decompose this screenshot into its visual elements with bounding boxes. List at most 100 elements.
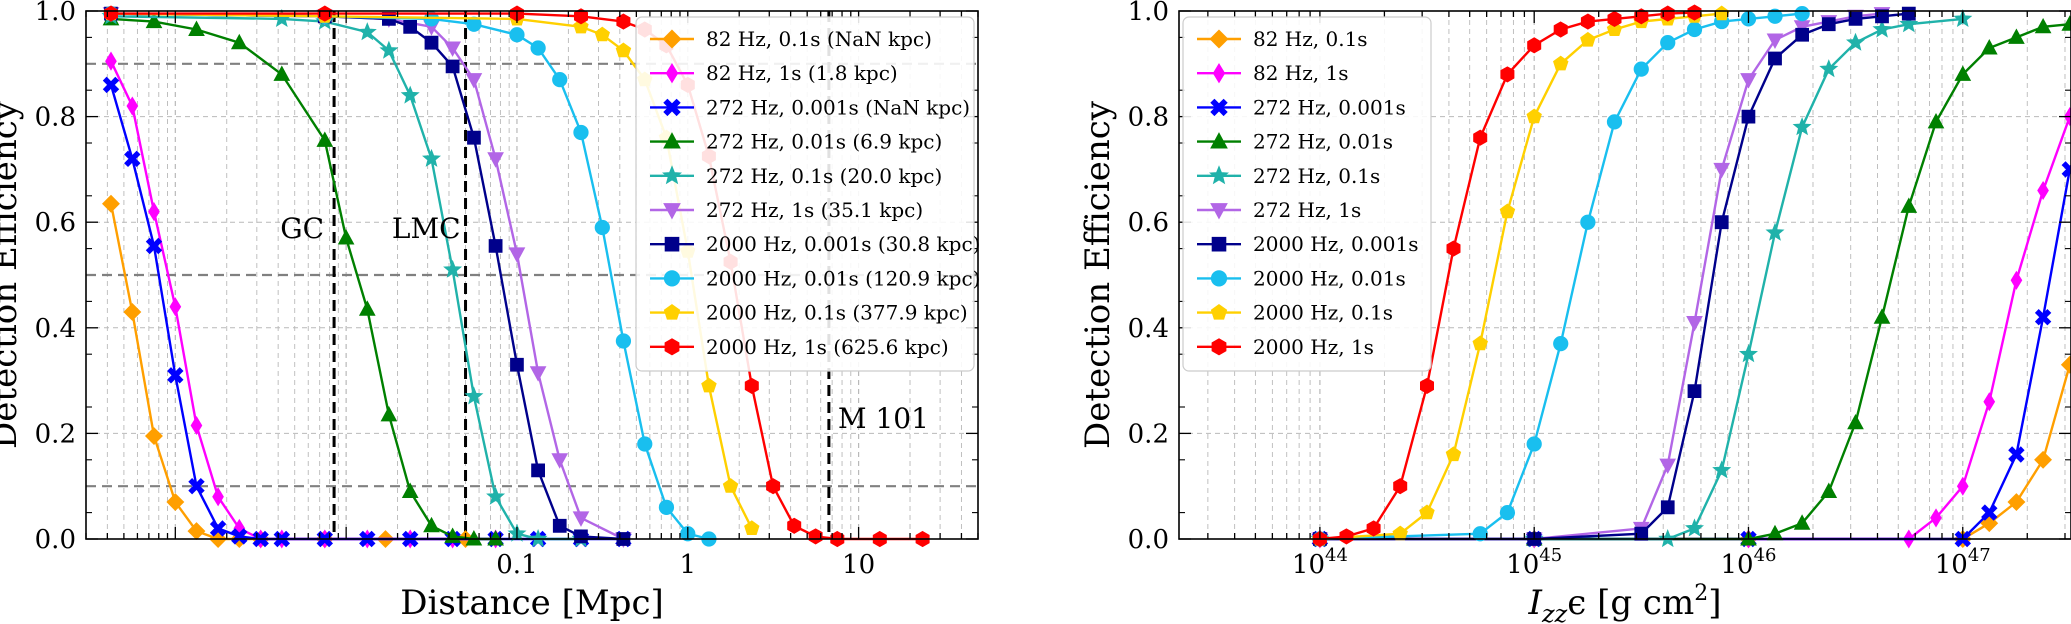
y-tick-label: 0.8 bbox=[1128, 103, 1169, 133]
data-point bbox=[187, 522, 206, 541]
legend-marker bbox=[1209, 29, 1229, 49]
data-point bbox=[808, 528, 823, 545]
legend-marker bbox=[1210, 132, 1228, 149]
legend-entry: 82 Hz, 0.1s (NaN kpc) bbox=[650, 27, 932, 51]
data-point bbox=[337, 229, 355, 245]
legend-label: 2000 Hz, 0.1s bbox=[1253, 301, 1393, 325]
data-point bbox=[1473, 129, 1488, 146]
reference-label: GC bbox=[280, 212, 324, 245]
legend-label: 272 Hz, 0.1s bbox=[1253, 164, 1380, 188]
legend-entry: 272 Hz, 0.01s bbox=[1197, 130, 1393, 154]
data-point bbox=[400, 85, 420, 104]
data-point bbox=[401, 482, 419, 498]
data-point bbox=[188, 20, 205, 36]
data-point bbox=[1660, 5, 1675, 22]
data-point bbox=[169, 297, 182, 317]
data-point bbox=[529, 366, 547, 382]
x-axis-label: Distance [Mpc] bbox=[400, 583, 664, 623]
legend-entry: 2000 Hz, 0.1s bbox=[1197, 301, 1393, 325]
series-7 bbox=[1313, 6, 1916, 546]
data-point bbox=[423, 516, 440, 533]
data-point bbox=[1714, 5, 1730, 21]
data-point bbox=[615, 42, 632, 58]
reference-label: M 101 bbox=[838, 402, 929, 435]
legend-entry: 272 Hz, 0.001s bbox=[1197, 95, 1406, 119]
y-tick-label: 0.8 bbox=[35, 103, 76, 133]
data-point bbox=[1766, 33, 1784, 49]
x-tick-label: 1045 bbox=[1506, 545, 1562, 580]
data-point bbox=[358, 300, 376, 316]
ticks bbox=[85, 10, 979, 540]
legend-label: 2000 Hz, 1s (625.6 kpc) bbox=[706, 335, 949, 359]
series-line bbox=[109, 60, 496, 541]
legend-box bbox=[635, 16, 975, 372]
data-point bbox=[167, 367, 184, 384]
data-point bbox=[530, 40, 546, 56]
data-point bbox=[1795, 27, 1809, 42]
legend-label: 272 Hz, 0.1s (20.0 kpc) bbox=[706, 164, 942, 188]
data-point bbox=[1741, 109, 1756, 124]
legend-marker bbox=[1210, 98, 1228, 117]
data-point bbox=[1392, 525, 1408, 541]
legend-entry: 82 Hz, 1s (1.8 kpc) bbox=[650, 61, 898, 85]
data-point bbox=[230, 33, 248, 50]
data-point bbox=[1956, 476, 1969, 496]
data-point bbox=[1419, 504, 1435, 520]
data-point bbox=[2061, 15, 2071, 31]
data-point bbox=[1446, 240, 1461, 257]
legend: 82 Hz, 0.1s 82 Hz, 1s 272 Hz, 0.001s 272 Hz… bbox=[1182, 16, 1432, 372]
data-point bbox=[126, 96, 139, 116]
data-point bbox=[1847, 413, 1864, 430]
y-tick-label: 0.0 bbox=[35, 525, 76, 555]
legend-entry: 2000 Hz, 1s bbox=[1197, 335, 1374, 359]
data-point bbox=[1768, 51, 1782, 66]
data-point bbox=[1930, 508, 1942, 528]
x-tick-base: 10 bbox=[1935, 550, 1968, 580]
data-point bbox=[1660, 35, 1676, 51]
data-point bbox=[766, 478, 781, 495]
data-point bbox=[1900, 197, 1918, 213]
data-point bbox=[722, 478, 739, 493]
data-point bbox=[1527, 37, 1542, 54]
data-point bbox=[2008, 446, 2025, 463]
data-point bbox=[2037, 180, 2049, 201]
data-point bbox=[615, 333, 632, 349]
legend-entry: 2000 Hz, 1s (625.6 kpc) bbox=[650, 335, 949, 359]
data-point bbox=[574, 8, 588, 25]
x-axis-label-sup: 2 bbox=[1694, 581, 1708, 606]
data-point bbox=[464, 386, 484, 405]
data-point bbox=[1580, 214, 1596, 230]
legend-entry: 272 Hz, 0.1s bbox=[1197, 164, 1380, 188]
data-point bbox=[465, 73, 483, 89]
legend-entry: 272 Hz, 0.1s (20.0 kpc) bbox=[650, 164, 942, 188]
legend-label: 2000 Hz, 0.01s (120.9 kpc) bbox=[706, 266, 980, 290]
data-point bbox=[508, 247, 526, 263]
legend-label: 2000 Hz, 0.1s (377.9 kpc) bbox=[706, 301, 968, 325]
data-point bbox=[487, 530, 504, 546]
series-7 bbox=[104, 6, 631, 546]
data-point bbox=[1393, 478, 1408, 495]
x-tick-label: 1 bbox=[680, 550, 697, 580]
data-point bbox=[1740, 73, 1757, 89]
data-point bbox=[1954, 65, 1972, 81]
data-point bbox=[574, 529, 588, 544]
x-tick-label: 10 bbox=[842, 550, 875, 580]
data-point bbox=[317, 5, 332, 22]
data-point bbox=[1765, 222, 1785, 241]
data-point bbox=[744, 377, 759, 394]
x-tick-exponent: 44 bbox=[1325, 545, 1348, 566]
legend-entry: 2000 Hz, 0.01s (120.9 kpc) bbox=[650, 266, 980, 290]
data-point bbox=[1580, 13, 1595, 30]
x-tick-label: 0.1 bbox=[496, 550, 537, 580]
data-point bbox=[465, 530, 483, 546]
x-tick-exponent: 45 bbox=[1539, 545, 1562, 566]
data-point bbox=[552, 72, 568, 88]
data-point bbox=[1686, 316, 1703, 332]
legend-label: 82 Hz, 1s (1.8 kpc) bbox=[706, 61, 898, 85]
reference-label: LMC bbox=[392, 212, 461, 245]
series-line bbox=[110, 12, 624, 541]
data-point bbox=[1553, 336, 1569, 352]
data-point bbox=[1633, 61, 1649, 77]
data-point bbox=[1526, 108, 1542, 124]
